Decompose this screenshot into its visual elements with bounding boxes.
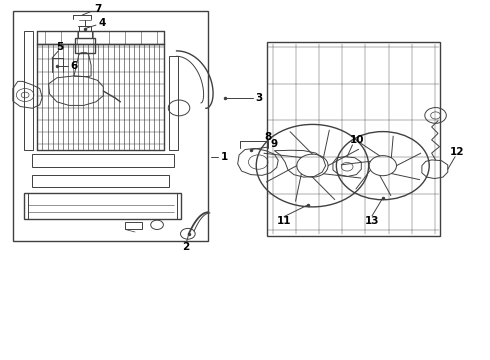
Bar: [169, 56, 178, 149]
Text: 12: 12: [450, 147, 465, 157]
Bar: [78, 31, 92, 39]
Text: 10: 10: [350, 135, 365, 145]
Text: 6: 6: [71, 61, 77, 71]
Text: 9: 9: [271, 139, 278, 149]
Text: 13: 13: [365, 216, 379, 225]
Bar: [24, 193, 180, 220]
Bar: [24, 31, 33, 149]
Bar: [32, 175, 169, 187]
Text: 4: 4: [98, 18, 105, 28]
Text: 7: 7: [94, 4, 101, 14]
Bar: [125, 222, 143, 229]
Bar: [13, 12, 208, 241]
Bar: [75, 39, 95, 53]
Text: 2: 2: [182, 242, 189, 252]
Bar: [267, 42, 441, 235]
Bar: [79, 26, 91, 31]
Text: 1: 1: [221, 152, 228, 162]
Text: 8: 8: [265, 132, 272, 142]
Text: 5: 5: [56, 42, 63, 52]
Text: 3: 3: [255, 93, 262, 103]
Text: 11: 11: [277, 216, 292, 226]
Bar: [32, 154, 174, 167]
